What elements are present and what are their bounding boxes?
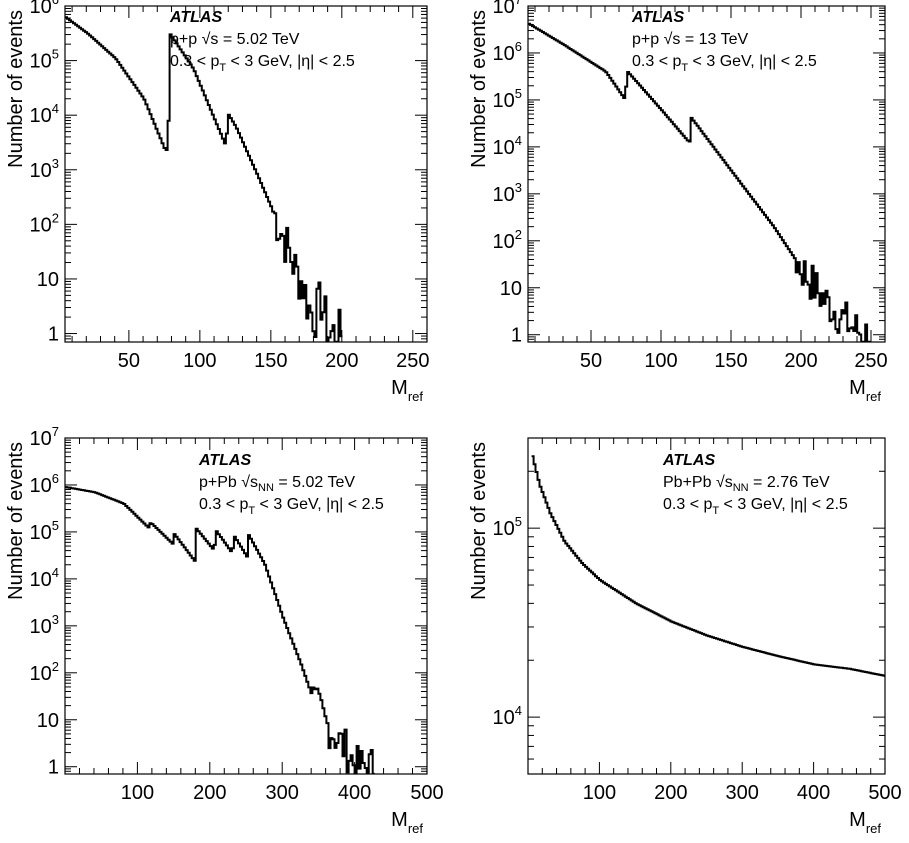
chart-panel-3: 100 200 300 400 500 1 10 102 103 104 105 106 107 Mref… — [5, 424, 444, 836]
plot-frame — [64, 437, 428, 775]
x-tick-label: 150 — [254, 350, 287, 372]
y-tick-label: 104 — [493, 703, 522, 729]
x-tick-label: 150 — [714, 350, 747, 372]
x-tick-label: 300 — [726, 782, 759, 804]
x-tick-label: 200 — [193, 782, 226, 804]
collision-label: p+p √s = 13 TeV — [632, 31, 748, 48]
x-tick-label: 400 — [338, 782, 371, 804]
data-series-line — [65, 486, 375, 774]
plot-frame — [527, 5, 886, 343]
collision-label: p+p √s = 5.02 TeV — [170, 31, 300, 48]
plot-frame — [527, 437, 886, 775]
y-tick-label: 106 — [30, 471, 59, 497]
y-tick-label: 105 — [493, 514, 522, 540]
y-tick-label: 1 — [511, 325, 522, 347]
y-tick-label: 105 — [493, 86, 522, 112]
y-tick-label: 102 — [30, 210, 59, 236]
y-tick-label: 10 — [37, 710, 59, 732]
y-tick-label: 103 — [30, 612, 59, 638]
y-tick-label: 104 — [30, 565, 59, 591]
y-tick-label: 107 — [30, 424, 59, 450]
x-tick-label: 500 — [410, 782, 443, 804]
y-tick-label: 106 — [493, 39, 522, 65]
chart-panel-4: 100 200 300 400 500 104 105 Mref Number of event… — [468, 437, 902, 836]
y-tick-label: 1 — [48, 324, 59, 346]
y-tick-label: 102 — [493, 227, 522, 253]
cuts-label: 0.3 < pT < 3 GeV, |η| < 2.5 — [199, 496, 384, 517]
x-tick-label: 500 — [868, 782, 901, 804]
y-tick-label: 104 — [30, 101, 59, 127]
experiment-label: ATLAS — [198, 452, 251, 469]
chart-panel-1: 50 100 150 200 250 1 10 102 103 104 105 106 Mref Numb… — [5, 0, 429, 404]
y-tick-label: 10 — [500, 278, 522, 300]
x-tick-label: 100 — [583, 782, 616, 804]
x-axis-title: Mref — [391, 809, 423, 836]
x-tick-label: 300 — [266, 782, 299, 804]
y-tick-label: 107 — [493, 0, 522, 18]
x-axis-title: Mref — [849, 809, 881, 836]
cuts-label: 0.3 < pT < 3 GeV, |η| < 2.5 — [170, 53, 355, 74]
experiment-label: ATLAS — [662, 452, 715, 469]
x-tick-label: 250 — [854, 350, 887, 372]
x-tick-label: 200 — [325, 350, 358, 372]
x-tick-label: 250 — [396, 350, 429, 372]
y-tick-label: 105 — [30, 47, 59, 73]
y-tick-label: 103 — [493, 180, 522, 206]
y-tick-label: 106 — [30, 0, 59, 18]
x-axis-title: Mref — [849, 377, 881, 404]
x-tick-label: 200 — [654, 782, 687, 804]
y-axis-title: Number of events — [468, 10, 490, 168]
y-tick-label: 10 — [37, 269, 59, 291]
y-tick-label: 105 — [30, 518, 59, 544]
collision-label: Pb+Pb √sNN = 2.76 TeV — [663, 474, 830, 494]
data-series-line — [531, 455, 885, 677]
experiment-label: ATLAS — [631, 9, 684, 26]
x-tick-label: 100 — [183, 350, 216, 372]
plot-frame — [64, 5, 428, 343]
x-tick-label: 400 — [797, 782, 830, 804]
cuts-label: 0.3 < pT < 3 GeV, |η| < 2.5 — [663, 496, 848, 517]
x-axis-title: Mref — [391, 377, 423, 404]
x-tick-label: 200 — [784, 350, 817, 372]
y-tick-label: 104 — [493, 133, 522, 159]
x-tick-label: 100 — [644, 350, 677, 372]
experiment-label: ATLAS — [169, 9, 222, 26]
y-tick-label: 103 — [30, 156, 59, 182]
data-series-line — [528, 22, 872, 342]
x-tick-label: 100 — [121, 782, 154, 804]
y-axis-title: Number of events — [5, 442, 27, 600]
chart-panel-2: 50 100 150 200 250 1 10 102 103 104 105 106 107 Mref N… — [468, 0, 888, 404]
y-tick-label: 102 — [30, 659, 59, 685]
x-tick-label: 50 — [118, 350, 140, 372]
x-tick-label: 50 — [580, 350, 602, 372]
y-axis-title: Number of events — [468, 442, 490, 600]
data-series-line — [65, 16, 343, 342]
y-axis-title: Number of events — [5, 10, 27, 168]
y-tick-label: 1 — [48, 757, 59, 779]
cuts-label: 0.3 < pT < 3 GeV, |η| < 2.5 — [632, 53, 817, 74]
collision-label: p+Pb √sNN = 5.02 TeV — [199, 474, 355, 494]
